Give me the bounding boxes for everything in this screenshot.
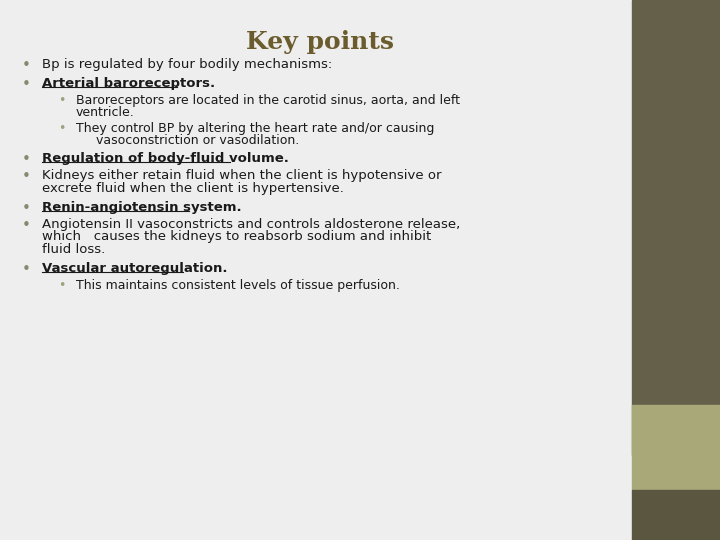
- Text: •: •: [58, 122, 66, 135]
- Text: Vascular autoregulation.: Vascular autoregulation.: [42, 262, 228, 275]
- Text: fluid loss.: fluid loss.: [42, 243, 105, 256]
- Text: ventricle.: ventricle.: [76, 106, 135, 119]
- Text: Bp is regulated by four bodily mechanisms:: Bp is regulated by four bodily mechanism…: [42, 58, 332, 71]
- Bar: [632, 490, 720, 540]
- Text: vasoconstriction or vasodilation.: vasoconstriction or vasodilation.: [76, 134, 300, 147]
- Text: Arterial baroreceptors.: Arterial baroreceptors.: [42, 77, 215, 90]
- Text: which   causes the kidneys to reabsorb sodium and inhibit: which causes the kidneys to reabsorb sod…: [42, 231, 431, 244]
- Text: •: •: [22, 169, 31, 184]
- Text: Angiotensin II vasoconstricts and controls aldosterone release,: Angiotensin II vasoconstricts and contro…: [42, 218, 460, 231]
- Text: Baroreceptors are located in the carotid sinus, aorta, and left: Baroreceptors are located in the carotid…: [76, 93, 460, 106]
- Text: •: •: [58, 279, 66, 292]
- Bar: [632, 405, 720, 490]
- Text: •: •: [22, 58, 31, 73]
- Text: They control BP by altering the heart rate and/or causing: They control BP by altering the heart ra…: [76, 122, 434, 135]
- Text: Renin-angiotensin system.: Renin-angiotensin system.: [42, 201, 242, 214]
- Bar: [632, 0, 720, 455]
- Text: •: •: [22, 201, 31, 215]
- Text: •: •: [22, 218, 31, 233]
- Text: Regulation of body-fluid volume.: Regulation of body-fluid volume.: [42, 152, 289, 165]
- Text: •: •: [22, 262, 31, 277]
- Text: This maintains consistent levels of tissue perfusion.: This maintains consistent levels of tiss…: [76, 279, 400, 292]
- Text: •: •: [22, 152, 31, 167]
- Text: Kidneys either retain fluid when the client is hypotensive or: Kidneys either retain fluid when the cli…: [42, 169, 441, 182]
- Text: •: •: [22, 77, 31, 92]
- Text: •: •: [58, 93, 66, 106]
- Text: Key points: Key points: [246, 30, 394, 54]
- Text: excrete fluid when the client is hypertensive.: excrete fluid when the client is hyperte…: [42, 182, 344, 195]
